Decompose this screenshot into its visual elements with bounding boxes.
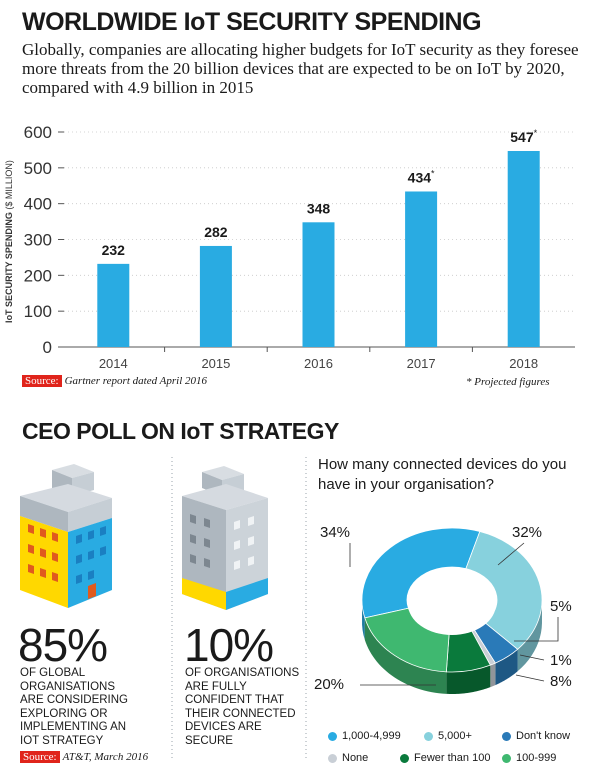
donut-side — [446, 665, 491, 694]
bar — [405, 191, 438, 347]
data-label: 232 — [102, 242, 126, 258]
legend-item: Don't know — [502, 730, 570, 742]
leader-line — [519, 654, 545, 661]
legend-label: 1,000-4,999 — [342, 730, 401, 742]
legend-label: Fewer than 100 — [414, 752, 491, 764]
legend-item: 100-999 — [502, 752, 556, 764]
leader-line — [514, 617, 559, 642]
donut-side — [364, 617, 447, 694]
legend-swatch — [424, 731, 433, 741]
data-label: 282 — [204, 224, 228, 240]
data-label: 348 — [307, 200, 331, 216]
x-tick-label: 2014 — [99, 356, 128, 371]
x-tick-label: 2018 — [509, 356, 538, 371]
x-tick-label: 2017 — [407, 356, 436, 371]
y-tick-label: 300 — [24, 231, 52, 250]
donut-data-label: 1% — [550, 652, 572, 669]
donut-slice — [465, 531, 543, 650]
donut-chart: 34% 32% 5% 1% 8% 20% — [314, 524, 572, 694]
data-label: 547* — [510, 128, 537, 145]
donut-data-label: 20% — [314, 676, 344, 693]
source-text: Gartner report dated April 2016 — [64, 375, 207, 387]
y-tick-label: 600 — [24, 123, 52, 142]
legend-swatch — [328, 753, 337, 763]
bar-chart: 0 100 200 300 400 500 600 232 2014 282 2015 348 2016… — [4, 123, 575, 371]
y-tick-label: 200 — [24, 266, 52, 285]
leader-line — [497, 542, 525, 566]
legend-swatch — [502, 731, 511, 741]
legend-label: 100-999 — [516, 752, 557, 764]
y-tick-label: 100 — [24, 302, 52, 321]
y-axis-label-unit: ($ MILLION) — [4, 160, 14, 210]
stat-10-value: 10% — [184, 619, 274, 671]
donut-side — [362, 597, 365, 640]
donut-legend: 1,000-4,999 5,000+ Don't know None Fewer… — [328, 730, 598, 768]
donut-slice — [361, 527, 481, 619]
projected-footnote: * Projected figures — [466, 376, 550, 388]
building-colorful-icon — [20, 464, 112, 608]
stat-85-text: OF GLOBAL ORGANISATIONS ARE CONSIDERING … — [20, 667, 128, 747]
bar — [507, 150, 540, 347]
legend-label: Don't know — [516, 730, 571, 742]
donut-side — [490, 663, 496, 688]
x-tick-label: 2016 — [304, 356, 333, 371]
donut-data-label: 5% — [550, 598, 572, 615]
legend-item: 1,000-4,999 — [328, 730, 401, 742]
page-subtitle: Globally, companies are allocating highe… — [22, 40, 579, 97]
x-tick-label: 2015 — [201, 356, 230, 371]
legend-swatch — [328, 731, 337, 741]
source-gartner: Source: Gartner report dated April 2016 — [22, 375, 207, 387]
source-att: Source: AT&T, March 2016 — [20, 751, 148, 763]
donut-hole — [408, 573, 496, 635]
source-text: AT&T, March 2016 — [62, 751, 149, 763]
building-grey-icon — [182, 466, 268, 610]
donut-data-label: 32% — [512, 524, 542, 541]
poll-title: CEO POLL ON IoT STRATEGY — [22, 418, 339, 444]
page-title: WORLDWIDE IoT SECURITY SPENDING — [22, 8, 482, 36]
donut-question: How many connected devices do you have i… — [318, 456, 567, 493]
data-label: 434* — [408, 168, 435, 185]
y-tick-label: 400 — [24, 195, 52, 214]
source-label: Source: — [20, 751, 60, 763]
donut-data-label: 34% — [320, 524, 350, 541]
projected-mark: * — [431, 168, 435, 178]
y-tick-label: 0 — [43, 338, 52, 357]
leader-line — [515, 674, 545, 682]
legend-item: Fewer than 100 — [400, 752, 490, 764]
bar — [199, 245, 232, 347]
bar — [97, 263, 130, 347]
stat-10-text: OF ORGANISATIONS ARE FULLY CONFIDENT THA… — [185, 667, 300, 747]
legend-item: None — [328, 752, 368, 764]
y-axis-label-main: IoT SECURITY SPENDING — [4, 210, 14, 323]
legend-item: 5,000+ — [424, 730, 472, 742]
stat-85-value: 85% — [18, 619, 108, 671]
legend-swatch — [400, 753, 409, 763]
donut-data-label: 8% — [550, 673, 572, 690]
section-dividers — [171, 457, 307, 760]
y-tick-label: 500 — [24, 159, 52, 178]
source-label: Source: — [22, 375, 62, 387]
donut-side — [495, 649, 518, 686]
bar — [302, 222, 335, 347]
legend-swatch — [502, 753, 511, 763]
legend-label: 5,000+ — [438, 730, 472, 742]
projected-mark: * — [534, 128, 538, 138]
y-axis-label: IoT SECURITY SPENDING ($ MILLION) — [4, 160, 14, 323]
legend-label: None — [342, 752, 369, 764]
